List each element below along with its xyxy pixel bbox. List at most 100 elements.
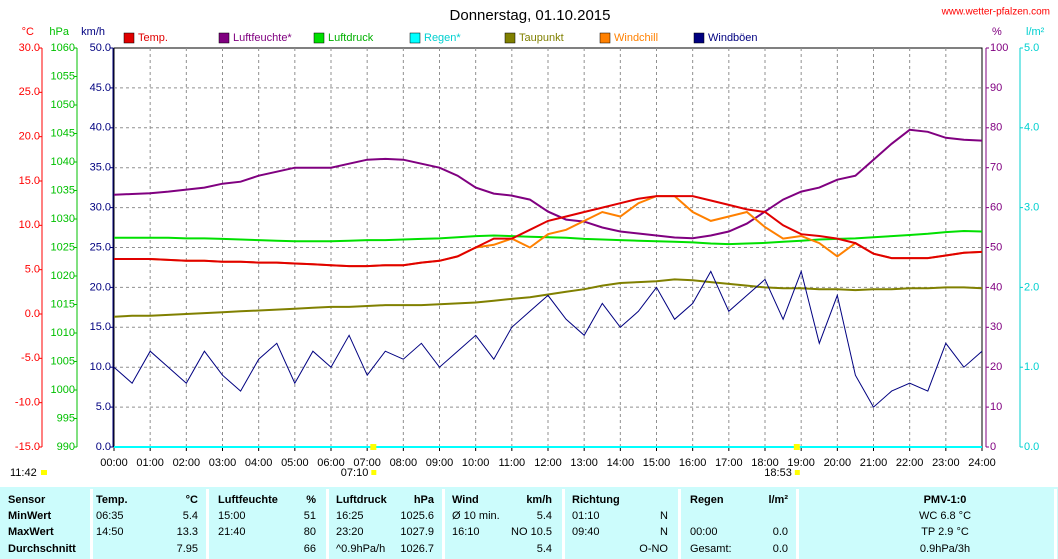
table-cell: 1026.7 (400, 543, 434, 555)
y-tick-label: -15.0 (15, 441, 40, 453)
sun-marker (793, 444, 800, 450)
table-cell: 23:20 (336, 526, 364, 538)
y-tick-label: 1025 (51, 241, 75, 253)
x-tick-label: 12:00 (534, 457, 562, 469)
sun-time: 07:10 (341, 467, 369, 479)
y-tick-label: -5.0 (21, 352, 40, 364)
y-tick-label: 1005 (51, 355, 75, 367)
table-cell: 1027.9 (400, 526, 434, 538)
legend-swatch (599, 32, 611, 44)
table-separator (326, 489, 329, 559)
table-cell: 06:35 (96, 510, 124, 522)
table-cell: 66 (304, 543, 316, 555)
x-tick-label: 15:00 (643, 457, 671, 469)
table-separator (1054, 489, 1057, 559)
y-tick-label: 25.0 (19, 86, 40, 98)
x-tick-label: 09:00 (426, 457, 454, 469)
y-tick-label: 20.0 (19, 131, 40, 143)
table-cell: N (660, 510, 668, 522)
sun-marker (794, 470, 800, 475)
y-tick-label: 1055 (51, 70, 75, 82)
x-tick-label: 22:00 (896, 457, 924, 469)
table-header: Temp. (96, 494, 128, 506)
y-tick-label: 1035 (51, 184, 75, 196)
table-header: PMV-1:0 (924, 494, 967, 506)
chart-title: Donnerstag, 01.10.2015 (450, 7, 611, 24)
y-tick-label: 5.0 (96, 401, 111, 413)
x-tick-label: 21:00 (860, 457, 888, 469)
y-tick-label: 25.0 (90, 241, 111, 253)
x-tick-label: 14:00 (607, 457, 635, 469)
table-cell: MaxWert (8, 526, 54, 538)
legend-label: Windchill (614, 32, 658, 44)
x-tick-label: 19:00 (787, 457, 815, 469)
table-separator (796, 489, 799, 559)
table-cell: 00:00 (690, 526, 718, 538)
legend-swatch (123, 32, 135, 44)
table-cell: NO 10.5 (511, 526, 552, 538)
x-tick-label: 08:00 (390, 457, 418, 469)
table-cell: 0.0 (773, 526, 788, 538)
y-tick-label: 30.0 (19, 42, 40, 54)
table-cell: TP 2.9 °C (921, 526, 969, 538)
x-tick-label: 00:00 (100, 457, 128, 469)
table-header: Wind (452, 494, 479, 506)
y-tick-label: 50.0 (90, 42, 111, 54)
x-tick-label: 06:00 (317, 457, 345, 469)
table-cell: 80 (304, 526, 316, 538)
x-tick-label: 10:00 (462, 457, 490, 469)
table-cell: 16:10 (452, 526, 480, 538)
axis-unit: °C (22, 26, 34, 38)
x-tick-label: 01:00 (136, 457, 164, 469)
y-tick-label: 1015 (51, 298, 75, 310)
y-tick-label: 90 (990, 82, 1002, 94)
table-header: km/h (526, 494, 552, 506)
x-tick-label: 24:00 (968, 457, 996, 469)
legend-swatch (313, 32, 325, 44)
table-header: hPa (414, 494, 435, 506)
y-tick-label: -10.0 (15, 397, 40, 409)
table-cell: Gesamt: (690, 543, 732, 555)
y-tick-label: 15.0 (19, 175, 40, 187)
table-cell: 1025.6 (400, 510, 434, 522)
table-header: Sensor (8, 494, 46, 506)
table-cell: 7.95 (177, 543, 198, 555)
sun-time: 18:53 (764, 467, 792, 479)
y-tick-label: 10.0 (90, 361, 111, 373)
table-cell: Ø 10 min. (452, 510, 500, 522)
x-tick-label: 17:00 (715, 457, 743, 469)
legend-label: Luftdruck (328, 32, 374, 44)
y-tick-label: 4.0 (1024, 122, 1039, 134)
x-tick-label: 03:00 (209, 457, 237, 469)
y-tick-label: 0.0 (1024, 441, 1039, 453)
table-cell: O-NO (639, 543, 668, 555)
x-tick-label: 18:00 (751, 457, 779, 469)
y-tick-label: 50 (990, 241, 1002, 253)
x-tick-label: 13:00 (570, 457, 598, 469)
y-tick-label: 5.0 (1024, 42, 1039, 54)
y-tick-label: 1060 (51, 42, 75, 54)
sun-marker (370, 444, 377, 450)
y-tick-label: 1010 (51, 327, 75, 339)
y-tick-label: 20 (990, 361, 1002, 373)
y-tick-label: 5.0 (25, 264, 40, 276)
table-header: °C (186, 494, 198, 506)
table-cell: 5.4 (537, 510, 552, 522)
table-separator (678, 489, 681, 559)
table-header: Luftdruck (336, 494, 388, 506)
y-tick-label: 15.0 (90, 321, 111, 333)
table-cell: 5.4 (537, 543, 552, 555)
legend-swatch (693, 32, 705, 44)
table-separator (442, 489, 445, 559)
y-tick-label: 1020 (51, 270, 75, 282)
table-cell: 21:40 (218, 526, 246, 538)
y-tick-label: 40 (990, 281, 1002, 293)
series-line (114, 195, 983, 268)
y-tick-label: 990 (57, 441, 75, 453)
table-header: Regen (690, 494, 724, 506)
table-header: Richtung (572, 494, 620, 506)
y-tick-label: 60 (990, 202, 1002, 214)
series-line (113, 128, 983, 240)
y-tick-label: 1045 (51, 127, 75, 139)
table-cell: MinWert (8, 510, 52, 522)
